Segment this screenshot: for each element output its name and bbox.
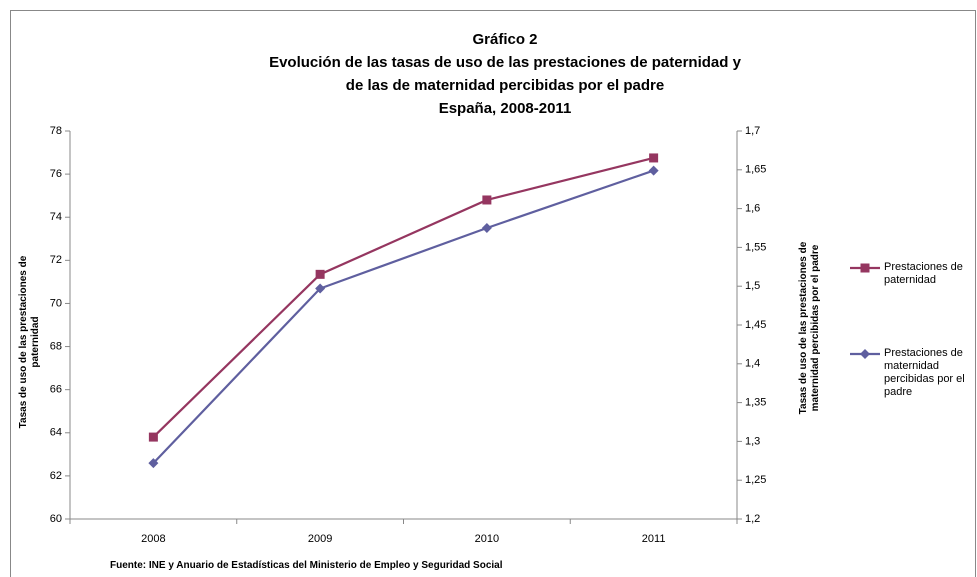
data-point: [315, 269, 325, 279]
x-tick-label: 2009: [308, 533, 332, 545]
y2-tick-label: 1,25: [745, 474, 766, 486]
data-point: [648, 165, 659, 176]
y-tick-label: 68: [50, 340, 62, 352]
y2-tick-label: 1,35: [745, 397, 766, 409]
legend-label: Prestaciones de paternidad: [884, 261, 963, 286]
chart-title: Evolución de las tasas de uso de las pre…: [269, 54, 741, 71]
data-point: [148, 458, 159, 469]
x-tick-label: 2011: [642, 533, 666, 545]
series-line: [152, 169, 654, 464]
y-tick-label: 64: [50, 427, 62, 439]
y2-tick-label: 1,2: [745, 513, 760, 525]
y2-tick-label: 1,5: [745, 280, 760, 292]
y-tick-label: 66: [50, 384, 62, 396]
y-tick-label: 74: [50, 211, 62, 223]
y2-tick-label: 1,45: [745, 319, 766, 331]
source-note: Fuente: INE y Anuario de Estadísticas de…: [110, 560, 503, 571]
chart-title: de las de maternidad percibidas por el p…: [346, 77, 664, 94]
y2-tick-label: 1,65: [745, 164, 766, 176]
y2-tick-label: 1,6: [745, 203, 760, 215]
chart-frame: [10, 10, 976, 577]
y-tick-label: 70: [50, 297, 62, 309]
y-tick-label: 76: [50, 168, 62, 180]
legend-marker: [860, 349, 870, 359]
y-tick-label: 60: [50, 513, 62, 525]
y2-tick-label: 1,3: [745, 435, 760, 447]
chart-title: España, 2008-2011: [439, 100, 572, 117]
data-point: [481, 223, 492, 233]
y2-tick-label: 1,55: [745, 241, 766, 253]
y-axis-title: Tasas de uso de las prestaciones de pate…: [18, 255, 41, 429]
y-tick-label: 72: [50, 254, 62, 266]
data-point: [315, 283, 326, 294]
x-tick-label: 2010: [475, 533, 499, 545]
y-tick-label: 78: [50, 125, 62, 137]
data-point: [482, 195, 492, 205]
data-point: [148, 432, 158, 442]
x-tick-label: 2008: [141, 533, 165, 545]
y2-tick-label: 1,7: [745, 125, 760, 137]
legend-label: Prestaciones de maternidad percibidas po…: [884, 347, 965, 398]
legend-marker: [860, 263, 870, 273]
y-tick-label: 62: [50, 470, 62, 482]
y2-axis-title: Tasas de uso de las prestaciones de mate…: [798, 241, 821, 415]
series-line: [152, 156, 654, 438]
data-point: [649, 153, 659, 163]
y2-tick-label: 1,4: [745, 358, 760, 370]
chart-title: Gráfico 2: [472, 31, 537, 48]
